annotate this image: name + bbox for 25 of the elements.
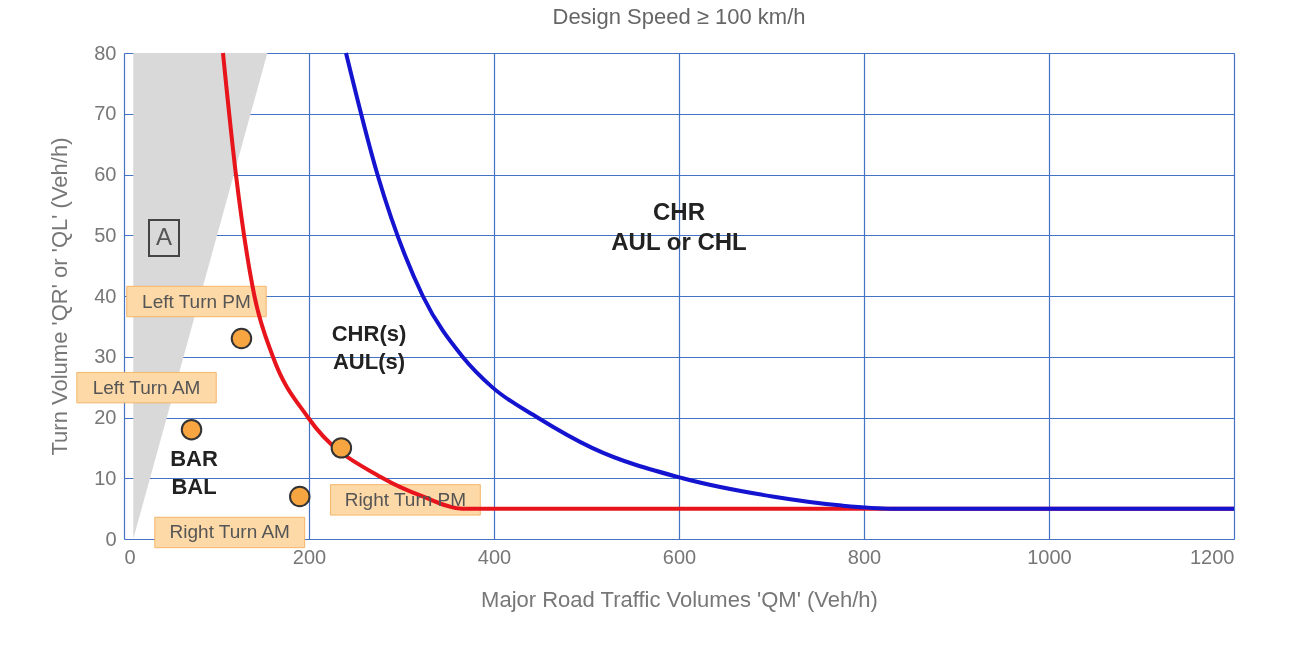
annotation: Left Turn PM: [142, 290, 251, 312]
y-tick-label: 70: [94, 102, 117, 125]
y-tick-label: 60: [94, 163, 117, 185]
x-tick-label: 600: [662, 545, 697, 568]
annotation: Left Turn AM: [92, 376, 201, 398]
y-tick-label: 50: [94, 223, 117, 246]
y-tick-label: 20: [94, 406, 117, 428]
annotation: A: [155, 223, 173, 250]
x-tick-label: 0: [124, 545, 136, 568]
chart-title: Design Speed ≥ 100 km/h: [552, 4, 806, 29]
y-axis-title: Turn Volume 'QR' or 'QL' (Veh/h): [47, 137, 73, 456]
annotation: Right Turn AM: [169, 521, 290, 543]
y-tick-label: 30: [94, 345, 117, 368]
x-tick-label: 1000: [1027, 545, 1072, 568]
y-tick-label: 80: [94, 41, 117, 64]
annotation: BAR BAL: [170, 446, 218, 499]
x-tick-label: 400: [477, 545, 512, 568]
y-tick-label: 0: [105, 527, 117, 550]
annotation: Right Turn PM: [344, 488, 467, 510]
x-axis-title: Major Road Traffic Volumes 'QM' (Veh/h): [481, 586, 878, 612]
x-tick-label: 1200: [1190, 545, 1235, 568]
x-tick-label: 800: [847, 545, 882, 568]
x-tick-label: 200: [292, 545, 327, 568]
y-tick-label: 40: [94, 284, 117, 307]
y-tick-label: 10: [94, 466, 117, 489]
